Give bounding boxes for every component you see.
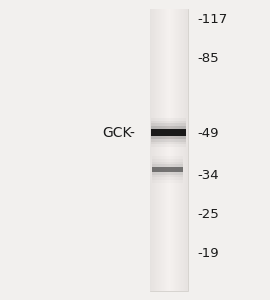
Text: -85: -85 [197,52,219,65]
Bar [151,126,186,139]
Bar [163,9,164,291]
Bar [173,9,174,291]
Bar [160,9,161,291]
Bar [171,9,173,291]
Bar [152,164,183,175]
Bar [180,9,181,291]
Text: GCK-: GCK- [102,126,135,140]
Bar [166,9,167,291]
Bar [156,9,157,291]
Bar [174,9,175,291]
Bar [157,9,159,291]
Bar [183,9,184,291]
Bar [175,9,176,291]
Text: -49: -49 [197,127,219,140]
Bar [152,162,183,177]
Bar [159,9,160,291]
Bar [151,121,186,144]
Bar [152,9,154,291]
Bar [169,9,170,291]
Bar [186,9,188,291]
Text: -117: -117 [197,13,227,26]
Bar [151,9,152,291]
Bar [150,9,151,291]
Bar [151,124,186,142]
Bar [167,9,169,291]
Bar [152,167,183,172]
Bar [152,159,183,180]
Bar [151,118,186,147]
Bar [154,9,155,291]
Text: -19: -19 [197,247,219,260]
Bar [155,9,156,291]
Bar [176,9,178,291]
Bar [161,9,163,291]
Text: -34: -34 [197,169,219,182]
Bar [151,129,186,136]
Bar [184,9,185,291]
Bar [164,9,165,291]
Bar [170,9,171,291]
Bar [152,156,183,183]
Bar [150,9,188,291]
Bar [179,9,180,291]
Bar [178,9,179,291]
Text: -25: -25 [197,208,219,221]
Bar [185,9,186,291]
Bar [165,9,166,291]
Bar [181,9,183,291]
